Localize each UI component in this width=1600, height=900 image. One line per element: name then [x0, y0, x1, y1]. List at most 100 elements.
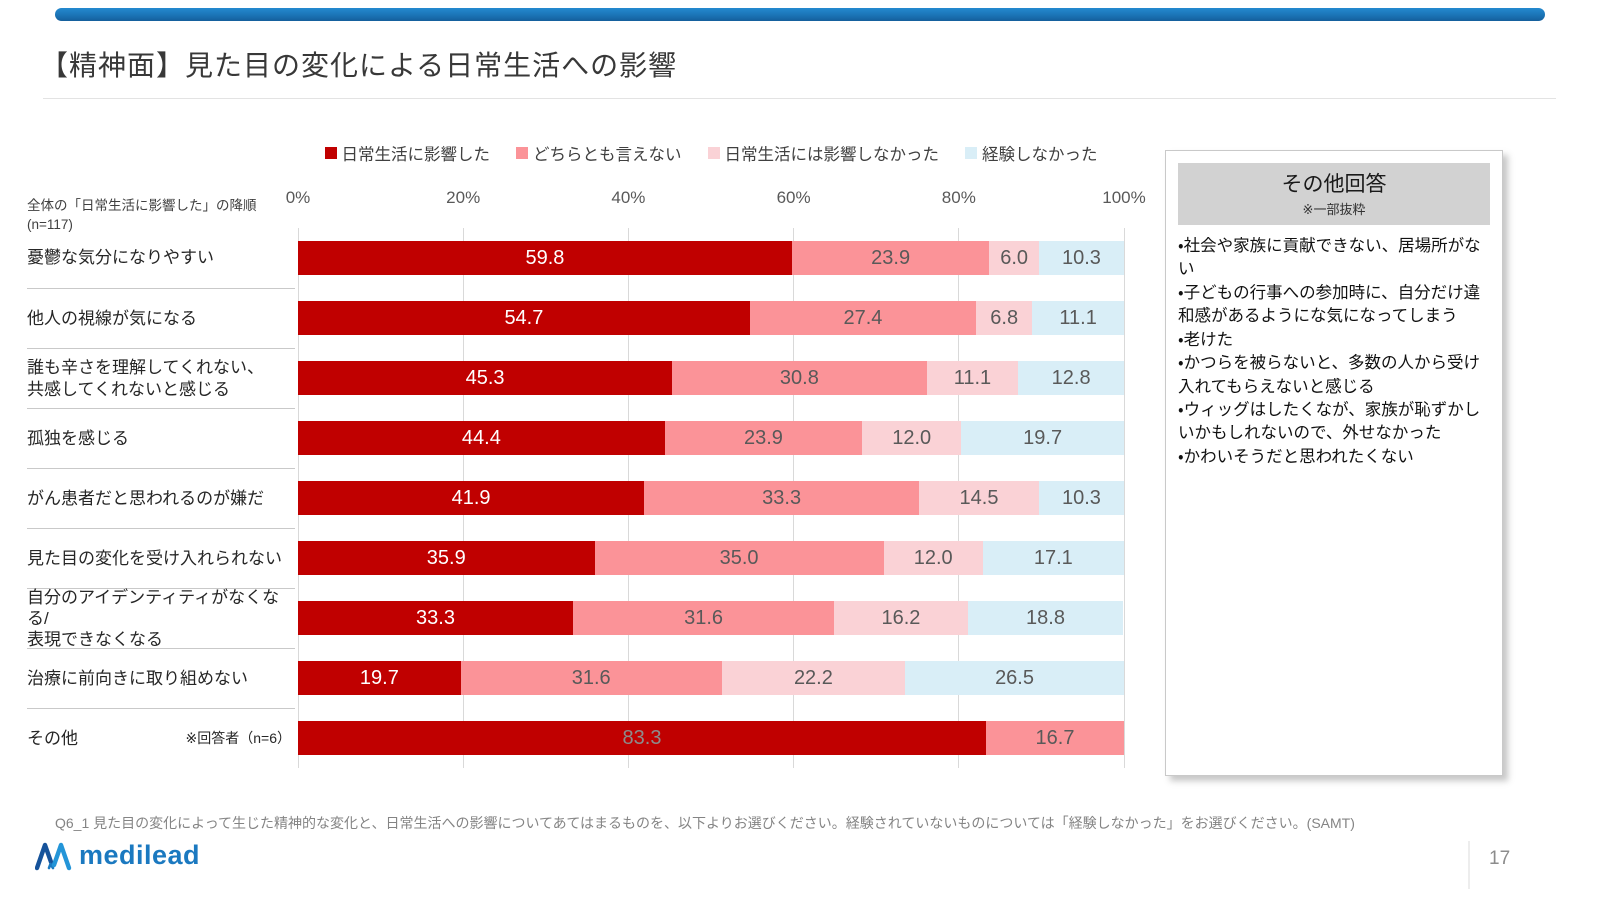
bar-segment: 18.8: [967, 601, 1124, 635]
bar-segment: 54.7: [298, 301, 750, 335]
bar-value-label: 22.2: [793, 666, 833, 689]
stacked-bar: 19.7 31.6 22.2 26.5: [298, 661, 1124, 695]
bar-row: 44.4 23.9 12.0 19.7: [298, 408, 1124, 468]
stacked-bar: 44.4 23.9 12.0 19.7: [298, 421, 1124, 455]
bar-value-label: 35.0: [719, 546, 759, 569]
logo-text: medilead: [79, 840, 201, 870]
legend-label: 日常生活には影響しなかった: [724, 146, 940, 164]
bar-value-label: 31.6: [571, 666, 611, 689]
legend-item: 経験しなかった: [965, 141, 1098, 165]
category-label: 孤独を感じる: [27, 408, 295, 468]
bar-value-label: 83.3: [622, 726, 662, 749]
bar-segment: 45.3: [298, 361, 673, 395]
bar-value-label: 59.8: [525, 246, 565, 269]
other-answer-item: ・老けた: [1178, 330, 1234, 349]
other-answer-item: ・ウィッグはしたくなが、家族が恥ずかしいかもしれないので、外せなかった: [1178, 400, 1481, 443]
chart-legend: 日常生活に影響した どちらとも言えない 日常生活には影響しなかった 経験しなかった: [298, 141, 1124, 165]
stacked-bar: 33.3 31.6 16.2 18.8: [298, 601, 1124, 635]
bar-value-label: 30.8: [779, 366, 819, 389]
bar-value-label: 26.5: [995, 666, 1034, 689]
other-answers-panel: その他回答 ※一部抜粋 ・社会や家族に貢献できない、居場所がない ・子どもの行事へ…: [1165, 150, 1503, 776]
bar-segment: 16.7: [986, 721, 1124, 755]
bar-value-label: 12.0: [892, 426, 932, 449]
bar-value-label: 12.0: [913, 546, 953, 569]
category-label-text: 自分のアイデンティティがなくなる/ 表現できなくなる: [27, 587, 280, 650]
bar-segment: 6.0: [989, 241, 1039, 275]
medilead-pulse-icon: [35, 842, 72, 870]
bar-segment: 17.1: [982, 541, 1124, 575]
bar-segment: 41.9: [298, 481, 645, 515]
bar-value-label: 14.5: [959, 486, 999, 509]
bar-segment: 11.1: [1032, 301, 1124, 335]
stacked-bar: 35.9 35.0 12.0 17.1: [298, 541, 1124, 575]
x-tick-label: 100%: [1102, 188, 1146, 207]
bar-segment: 59.8: [298, 241, 792, 275]
bar-value-label: 23.9: [743, 426, 783, 449]
bar-segment: 35.9: [298, 541, 595, 575]
bar-segment: 12.8: [1018, 361, 1124, 395]
bar-value-label: 33.3: [416, 606, 455, 629]
bar-segment: 31.6: [460, 661, 722, 695]
bar-segment: 10.3: [1038, 481, 1124, 515]
other-answers-title: その他回答: [1281, 173, 1387, 196]
other-answers-list: ・社会や家族に貢献できない、居場所がない ・子どもの行事への参加時に、自分だけ違和…: [1166, 225, 1502, 469]
bar-segment: 23.9: [791, 241, 990, 275]
stacked-bar: 59.8 23.9 6.0 10.3: [298, 241, 1124, 275]
category-label-text: 治療に前向きに取り組めない: [27, 668, 248, 688]
bar-row: 35.9 35.0 12.0 17.1: [298, 528, 1124, 588]
bar-value-label: 23.9: [871, 246, 911, 269]
category-label-text: 見た目の変化を受け入れられない: [27, 548, 282, 568]
legend-label: 日常生活に影響した: [341, 146, 491, 164]
stacked-bar: 83.3 16.7: [298, 721, 1124, 755]
bar-value-label: 11.1: [953, 366, 992, 389]
x-tick-label: 60%: [776, 188, 811, 207]
bar-value-label: 6.0: [1000, 246, 1029, 269]
category-label-text: がん患者だと思われるのが嫌だ: [27, 488, 265, 508]
category-label: 自分のアイデンティティがなくなる/ 表現できなくなる: [27, 587, 295, 650]
bar-segment: 6.8: [976, 301, 1033, 335]
stacked-bar: 45.3 30.8 11.1 12.8: [298, 361, 1124, 395]
question-footnote: Q6_1 見た目の変化によって生じた精神的な変化と、日常生活への影響についてあて…: [55, 815, 1355, 831]
legend-label: どちらとも言えない: [533, 146, 682, 164]
bar-row: 83.3 16.7: [298, 708, 1124, 768]
bar-value-label: 16.7: [1035, 726, 1075, 749]
category-labels: 憂鬱な気分になりやすい 他人の視線が気になる 誰も辛さを理解してくれない、 共感して…: [27, 228, 295, 768]
page-number-divider: [1468, 841, 1470, 889]
bar-segment: 12.0: [862, 421, 962, 455]
x-axis-ticks: 0% 20% 40% 60% 80% 100%: [286, 188, 1146, 210]
category-label-text: その他: [27, 728, 78, 748]
stacked-bar: 54.7 27.4 6.8 11.1: [298, 301, 1124, 335]
bar-row: 33.3 31.6 16.2 18.8: [298, 588, 1124, 648]
bar-segment: 16.2: [834, 601, 968, 635]
bar-value-label: 27.4: [843, 306, 883, 329]
bar-segment: 10.3: [1038, 241, 1124, 275]
bar-value-label: 12.8: [1051, 366, 1091, 389]
page-number: 17: [1489, 848, 1511, 869]
bar-segment: 83.3: [298, 721, 987, 755]
category-label: 見た目の変化を受け入れられない: [27, 528, 295, 588]
bar-segment: 26.5: [905, 661, 1124, 695]
stacked-bar: 41.9 33.3 14.5 10.3: [298, 481, 1124, 515]
bar-segment: 27.4: [749, 301, 977, 335]
legend-swatch: [516, 147, 528, 159]
stacked-bar-plot: 59.8 23.9 6.0 10.3 54.7 27.4 6.8 11.1 45.3 30.8 11…: [297, 228, 1125, 768]
bar-row: 54.7 27.4 6.8 11.1: [298, 288, 1124, 348]
bar-value-label: 10.3: [1061, 246, 1101, 269]
page-title: 【精神面】見た目の変化による日常生活への影響: [40, 50, 678, 81]
other-answer-item: ・かつらを被らないと、多数の人から受け入れてもらえないと感じる: [1178, 354, 1480, 396]
other-answer-item: ・かわいそうだと思われたくない: [1178, 447, 1414, 466]
category-label: その他 ※回答者（n=6）: [27, 708, 295, 768]
bar-row: 41.9 33.3 14.5 10.3: [298, 468, 1124, 528]
other-answers-subtitle: ※一部抜粋: [1302, 202, 1366, 217]
bar-segment: 30.8: [672, 361, 927, 395]
category-label-text: 他人の視線が気になる: [27, 308, 197, 328]
medilead-logo: medilead: [35, 840, 200, 871]
bar-segment: 33.3: [644, 481, 920, 515]
legend-label: 経験しなかった: [982, 146, 1098, 164]
bar-value-label: 17.1: [1033, 546, 1073, 569]
bar-row: 59.8 23.9 6.0 10.3: [298, 228, 1124, 288]
bar-value-label: 45.3: [465, 366, 505, 389]
category-label: がん患者だと思われるのが嫌だ: [27, 468, 295, 528]
bar-segment: 11.1: [926, 361, 1019, 395]
legend-swatch: [965, 147, 977, 159]
